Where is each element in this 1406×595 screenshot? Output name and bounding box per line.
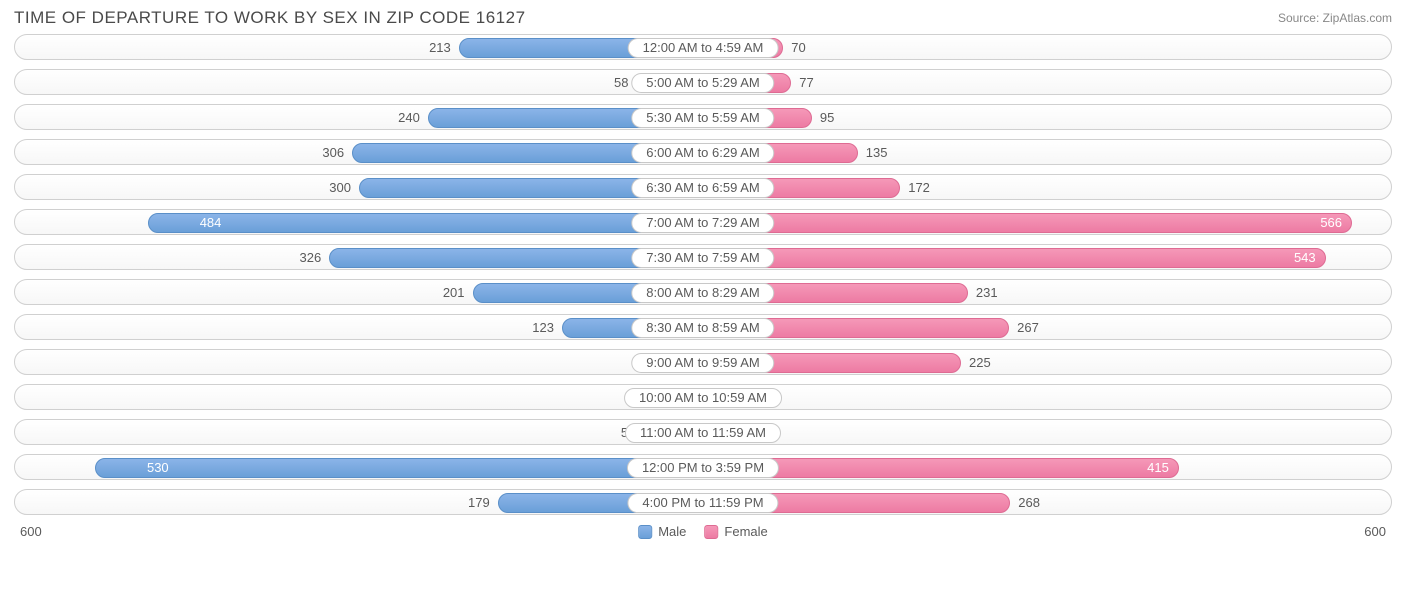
female-value: 543	[1284, 245, 1326, 271]
female-value: 267	[1017, 315, 1039, 341]
bar-row: 484 566 7:00 AM to 7:29 AM	[14, 209, 1392, 235]
male-value: 201	[443, 280, 465, 306]
category-label: 7:30 AM to 7:59 AM	[631, 248, 774, 268]
chart-title: TIME OF DEPARTURE TO WORK BY SEX IN ZIP …	[14, 8, 526, 28]
bar-row: 300 172 6:30 AM to 6:59 AM	[14, 174, 1392, 200]
female-value: 231	[976, 280, 998, 306]
male-value: 530	[137, 455, 179, 481]
category-label: 10:00 AM to 10:59 AM	[624, 388, 782, 408]
male-value: 300	[329, 175, 351, 201]
category-label: 8:00 AM to 8:29 AM	[631, 283, 774, 303]
axis-max-left: 600	[20, 524, 42, 539]
female-value: 95	[820, 105, 834, 131]
bar-row: 453910:00 AM to 10:59 AM	[14, 384, 1392, 410]
legend-item-male: Male	[638, 524, 686, 539]
legend-label-male: Male	[658, 524, 686, 539]
legend: Male Female	[638, 524, 768, 539]
male-value: 240	[398, 105, 420, 131]
category-label: 7:00 AM to 7:29 AM	[631, 213, 774, 233]
legend-swatch-female	[704, 525, 718, 539]
bar-row: 326 543 7:30 AM to 7:59 AM	[14, 244, 1392, 270]
male-value: 484	[190, 210, 232, 236]
female-value: 566	[1310, 210, 1352, 236]
category-label: 5:00 AM to 5:29 AM	[631, 73, 774, 93]
category-label: 12:00 PM to 3:59 PM	[627, 458, 779, 478]
bar-row: 123 267 8:30 AM to 8:59 AM	[14, 314, 1392, 340]
category-label: 9:00 AM to 9:59 AM	[631, 353, 774, 373]
diverging-bar-chart: 213 70 12:00 AM to 4:59 AM58 77 5:00 AM to 5…	[14, 34, 1392, 515]
female-value: 268	[1018, 490, 1040, 516]
bar-row: 58 77 5:00 AM to 5:29 AM	[14, 69, 1392, 95]
male-value: 306	[322, 140, 344, 166]
male-value: 326	[299, 245, 321, 271]
category-label: 12:00 AM to 4:59 AM	[628, 38, 779, 58]
category-label: 5:30 AM to 5:59 AM	[631, 108, 774, 128]
category-label: 11:00 AM to 11:59 AM	[625, 423, 781, 443]
category-label: 6:00 AM to 6:29 AM	[631, 143, 774, 163]
bar-row: 306 135 6:00 AM to 6:29 AM	[14, 139, 1392, 165]
female-value: 415	[1137, 455, 1179, 481]
female-bar	[703, 213, 1352, 233]
female-value: 77	[799, 70, 813, 96]
bar-row: 521211:00 AM to 11:59 AM	[14, 419, 1392, 445]
legend-label-female: Female	[724, 524, 767, 539]
bar-row: 240 95 5:30 AM to 5:59 AM	[14, 104, 1392, 130]
bar-row: 530 415 12:00 PM to 3:59 PM	[14, 454, 1392, 480]
male-value: 123	[532, 315, 554, 341]
axis-max-right: 600	[1364, 524, 1386, 539]
bar-row: 201 231 8:00 AM to 8:29 AM	[14, 279, 1392, 305]
male-value: 213	[429, 35, 451, 61]
female-value: 225	[969, 350, 991, 376]
female-bar	[703, 248, 1326, 268]
legend-swatch-male	[638, 525, 652, 539]
female-value: 70	[791, 35, 805, 61]
category-label: 8:30 AM to 8:59 AM	[631, 318, 774, 338]
category-label: 6:30 AM to 6:59 AM	[631, 178, 774, 198]
bar-row: 213 70 12:00 AM to 4:59 AM	[14, 34, 1392, 60]
legend-item-female: Female	[704, 524, 767, 539]
male-value: 58	[614, 70, 628, 96]
category-label: 4:00 PM to 11:59 PM	[627, 493, 778, 513]
female-value: 135	[866, 140, 888, 166]
male-bar	[95, 458, 703, 478]
bar-row: 179 268 4:00 PM to 11:59 PM	[14, 489, 1392, 515]
chart-header: TIME OF DEPARTURE TO WORK BY SEX IN ZIP …	[14, 8, 1392, 28]
chart-source: Source: ZipAtlas.com	[1278, 11, 1392, 25]
bar-row: 362259:00 AM to 9:59 AM	[14, 349, 1392, 375]
female-value: 172	[908, 175, 930, 201]
male-value: 179	[468, 490, 490, 516]
axis-row: 600 Male Female 600	[14, 524, 1392, 546]
